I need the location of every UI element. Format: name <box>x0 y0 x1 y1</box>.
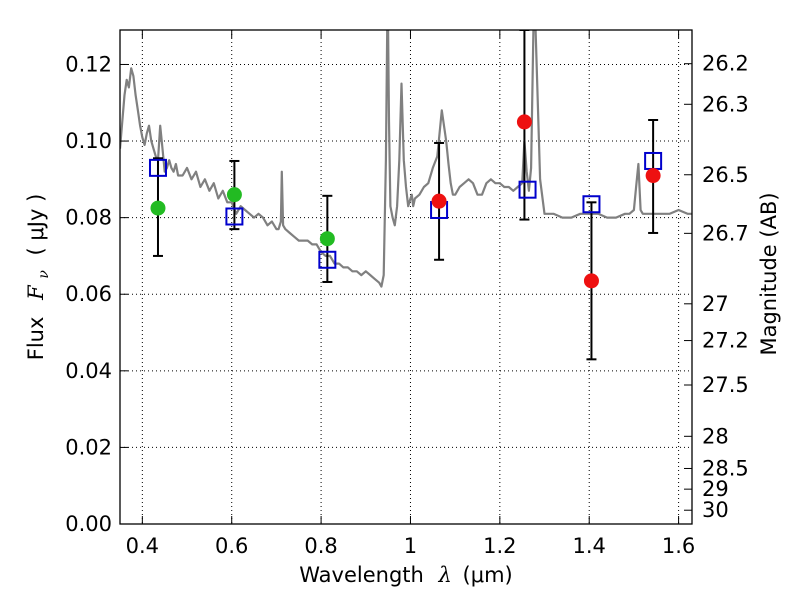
y2-tick-label: 26.3 <box>702 92 749 116</box>
x-tick-label: 0.4 <box>126 534 159 558</box>
y2-axis-label: Magnitude (AB) <box>757 192 781 355</box>
model-square-marker <box>582 195 601 214</box>
y-tick-label: 0.04 <box>65 359 112 383</box>
y-axis-label: Flux F ν ( μJy ) <box>24 194 53 361</box>
model-square-marker <box>148 158 167 177</box>
y2-tick-label: 27.2 <box>702 329 749 353</box>
y2-tick-label: 27.5 <box>702 373 749 397</box>
x-tick-label: 0.8 <box>304 534 337 558</box>
y2-tick-label: 26.5 <box>702 163 749 187</box>
ticks: 0.4 0.6 0.8 1 1.2 1.4 1.6 0.00 0.02 0.04 0.06 0.08 0… <box>65 30 749 558</box>
y-axis-label-subscript: ν <box>36 270 52 279</box>
y2-tick-label: 27 <box>702 292 729 316</box>
x-axis-label-symbol: λ <box>438 563 452 587</box>
red-data-point <box>516 114 532 130</box>
x-axis-label-prefix: Wavelength <box>299 563 424 587</box>
green-data-point <box>150 200 166 216</box>
x-axis-label-unit: (μm) <box>463 563 513 587</box>
x-tick-label: 1 <box>404 534 417 558</box>
y2-tick-label: 29 <box>702 477 729 501</box>
plot-background <box>120 30 692 524</box>
model-square-marker <box>225 207 244 226</box>
green-data-point <box>319 231 335 247</box>
x-tick-label: 1.4 <box>573 534 606 558</box>
plot-frame <box>119 29 693 525</box>
y-axis-label-symbol: F <box>24 284 48 301</box>
y2-tick-label: 28 <box>702 424 729 448</box>
y2-tick-label: 28.5 <box>702 456 749 480</box>
y-tick-label: 0.00 <box>65 512 112 536</box>
model-square-marker <box>318 250 337 269</box>
data-layer <box>120 30 692 361</box>
y2-tick-label: 30 <box>702 498 729 522</box>
red-data-point <box>583 273 599 289</box>
y-axis-label-prefix: Flux <box>24 317 48 361</box>
y-tick-label: 0.08 <box>65 206 112 230</box>
x-tick-label: 1.6 <box>662 534 695 558</box>
red-data-point <box>431 193 447 209</box>
x-tick-label: 1.2 <box>483 534 516 558</box>
axes-frame <box>119 29 693 525</box>
x-tick-label: 0.6 <box>215 534 248 558</box>
y-tick-label: 0.02 <box>65 435 112 459</box>
y2-tick-label: 26.7 <box>702 221 749 245</box>
green-data-point <box>226 187 242 203</box>
model-square-marker <box>518 180 537 199</box>
x-axis-label: Wavelength λ (μm) <box>299 563 512 587</box>
template-spectrum-line <box>120 30 692 288</box>
y-tick-label: 0.12 <box>65 52 112 76</box>
red-data-point <box>645 168 661 184</box>
y-tick-label: 0.10 <box>65 129 112 153</box>
y-tick-label: 0.06 <box>65 282 112 306</box>
y-axis-label-unit: ( μJy ) <box>24 194 48 256</box>
y2-tick-label: 26.2 <box>702 52 749 76</box>
